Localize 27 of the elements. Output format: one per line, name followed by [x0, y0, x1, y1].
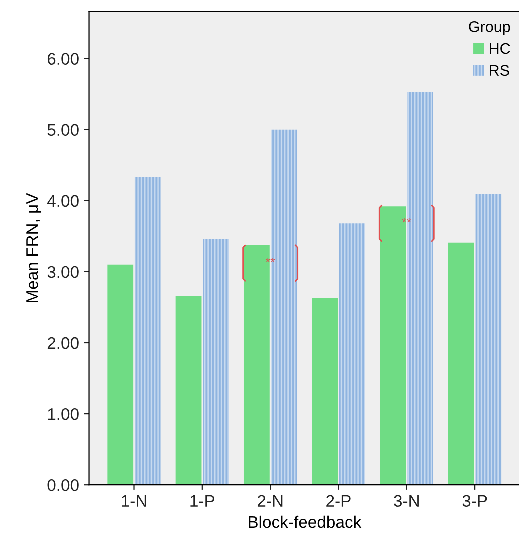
- bar: [134, 177, 161, 486]
- bar: [108, 264, 134, 486]
- y-tick-label: 0.00: [48, 479, 79, 492]
- x-tick-label: 3-P: [462, 495, 488, 508]
- bar: [312, 298, 338, 486]
- legend-label: RS: [490, 65, 510, 76]
- y-tick-label: 1.00: [48, 408, 79, 420]
- y-tick-label: 3.00: [48, 266, 79, 278]
- y-axis-title: Mean FRN, μV: [26, 193, 42, 302]
- legend-label: HC: [490, 43, 510, 54]
- bar: [176, 296, 202, 486]
- y-tick-label: 6.00: [48, 53, 79, 66]
- x-tick-label: 1-N: [122, 495, 146, 507]
- x-tick-label: 1-P: [190, 495, 214, 507]
- y-tick-label: 2.00: [48, 337, 79, 350]
- x-tick-label: 3-N: [394, 495, 419, 508]
- bar: [339, 224, 366, 486]
- legend-title: Group: [469, 21, 510, 36]
- annotation: **: [402, 218, 412, 223]
- y-tick-label: 4.00: [47, 195, 79, 208]
- bar: [448, 242, 474, 486]
- x-axis-title: Block-feedback: [249, 516, 362, 528]
- x-tick-label: 2-N: [258, 495, 283, 507]
- y-tick-label: 5.00: [48, 124, 79, 136]
- bar: [203, 239, 229, 486]
- bar: [476, 194, 502, 486]
- x-tick-label: 2-P: [326, 495, 351, 507]
